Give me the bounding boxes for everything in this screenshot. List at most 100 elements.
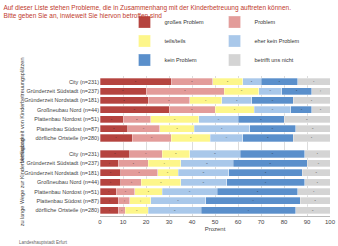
svg-text:Plattenbau Südost (n=87): Plattenbau Südost (n=87) [36, 198, 99, 204]
svg-text:13: 13 [296, 90, 298, 91]
svg-text:20: 20 [122, 90, 124, 91]
svg-text:Gründerzeit Nordstadt (n=181): Gründerzeit Nordstadt (n=181) [24, 170, 99, 176]
svg-text:16: 16 [311, 137, 313, 138]
svg-text:14: 14 [205, 100, 207, 101]
svg-text:34: 34 [265, 182, 267, 183]
svg-text:13: 13 [133, 163, 135, 164]
svg-text:9: 9 [140, 200, 141, 201]
svg-text:12: 12 [113, 128, 115, 129]
svg-text:betrifft uns nicht: betrifft uns nicht [255, 57, 294, 63]
svg-text:8: 8 [320, 109, 321, 110]
svg-text:18: 18 [168, 100, 170, 101]
svg-text:zu lange Wege zur Kinderbetreu: zu lange Wege zur Kinderbetreuung [19, 138, 25, 226]
svg-text:Problem: Problem [255, 19, 276, 25]
svg-text:14: 14 [313, 191, 315, 192]
svg-text:13: 13 [227, 81, 229, 82]
svg-text:Plattenbau Südost (n=87): Plattenbau Südost (n=87) [36, 126, 99, 132]
svg-text:40: 40 [189, 219, 196, 225]
svg-text:16: 16 [138, 172, 140, 173]
svg-text:14: 14 [226, 137, 228, 138]
svg-text:13: 13 [314, 200, 316, 201]
svg-text:23: 23 [174, 210, 176, 211]
svg-text:Prozent: Prozent [205, 226, 226, 232]
svg-text:Auf dieser Liste stehen Proble: Auf dieser Liste stehen Probleme, die in… [3, 4, 291, 20]
svg-text:11: 11 [317, 182, 319, 183]
svg-text:20: 20 [306, 119, 308, 120]
svg-text:großes Problem: großes Problem [165, 19, 205, 25]
svg-text:21: 21 [124, 100, 126, 101]
svg-text:15: 15 [176, 128, 178, 129]
svg-text:14: 14 [143, 128, 145, 129]
svg-text:eher kein Problem: eher kein Problem [255, 38, 300, 44]
svg-text:12: 12 [148, 191, 150, 192]
svg-text:Landeshauptstadt ErfurtFamilie: Landeshauptstadt ErfurtFamilienbefragung… [19, 240, 68, 246]
svg-text:9: 9 [131, 182, 132, 183]
svg-text:28: 28 [272, 153, 274, 154]
svg-text:32: 32 [265, 172, 267, 173]
svg-text:8: 8 [320, 91, 321, 92]
svg-text:32: 32 [270, 163, 272, 164]
svg-text:14: 14 [115, 137, 117, 138]
svg-text:0: 0 [98, 219, 102, 225]
svg-text:41: 41 [252, 200, 254, 201]
svg-text:35: 35 [257, 191, 259, 192]
svg-text:20: 20 [191, 109, 193, 110]
svg-text:14: 14 [313, 81, 315, 82]
svg-text:Großneubau Nord (n=44): Großneubau Nord (n=44) [37, 179, 99, 185]
svg-text:15: 15 [312, 128, 314, 129]
svg-text:100: 100 [325, 219, 336, 225]
svg-text:Plattenbau Nordost (n=51): Plattenbau Nordost (n=51) [34, 188, 99, 194]
svg-text:5: 5 [124, 200, 125, 201]
svg-text:20: 20 [143, 219, 150, 225]
svg-text:Gründerzeit Südstadt (n=237): Gründerzeit Südstadt (n=237) [26, 88, 99, 94]
svg-text:10: 10 [120, 219, 127, 225]
svg-text:17: 17 [218, 119, 220, 120]
svg-text:dörfliche Ortsteile (n=280): dörfliche Ortsteile (n=280) [36, 135, 100, 141]
svg-text:17: 17 [160, 182, 162, 183]
svg-text:13: 13 [114, 153, 116, 154]
svg-text:Großneubau Nord (n=44): Großneubau Nord (n=44) [37, 107, 99, 113]
svg-text:31: 31 [135, 81, 137, 82]
svg-text:90: 90 [304, 219, 311, 225]
svg-text:3: 3 [121, 210, 122, 211]
svg-text:10: 10 [270, 90, 272, 91]
svg-text:9: 9 [110, 172, 111, 173]
svg-text:Gründerzeit Nordstadt (n=181): Gründerzeit Nordstadt (n=181) [24, 97, 99, 103]
svg-text:14: 14 [164, 163, 166, 164]
svg-text:13: 13 [236, 100, 238, 101]
svg-text:10: 10 [111, 119, 113, 120]
svg-text:70: 70 [258, 219, 265, 225]
svg-text:14: 14 [145, 153, 147, 154]
svg-text:Gründerzeit Südstadt (n=237): Gründerzeit Südstadt (n=237) [26, 160, 99, 166]
svg-text:9: 9 [110, 182, 111, 183]
svg-text:8: 8 [109, 200, 110, 201]
svg-text:17: 17 [151, 137, 153, 138]
svg-text:12: 12 [316, 172, 318, 173]
svg-text:Verfügbarkeit von Kinderbetreu: Verfügbarkeit von Kinderbetreuungsplätze… [19, 58, 25, 164]
svg-text:City (n=231): City (n=231) [69, 151, 99, 157]
svg-text:15: 15 [312, 210, 314, 211]
svg-text:dörfliche Ortsteile (n=280): dörfliche Ortsteile (n=280) [36, 207, 100, 213]
svg-text:8: 8 [251, 81, 252, 82]
svg-text:22: 22 [267, 137, 269, 138]
svg-text:8: 8 [125, 191, 126, 192]
svg-text:30: 30 [166, 219, 173, 225]
svg-text:20: 20 [272, 128, 274, 129]
svg-text:15: 15 [241, 90, 243, 91]
svg-text:80: 80 [281, 219, 288, 225]
svg-text:24: 24 [189, 191, 191, 192]
svg-text:50: 50 [212, 219, 219, 225]
svg-text:17: 17 [190, 137, 192, 138]
svg-text:kein Problem: kein Problem [165, 57, 198, 63]
svg-text:22: 22 [214, 153, 216, 154]
svg-text:23: 23 [206, 163, 208, 164]
svg-text:16: 16 [279, 81, 281, 82]
svg-text:10: 10 [318, 163, 320, 164]
svg-text:7: 7 [108, 191, 109, 192]
svg-text:24: 24 [178, 200, 180, 201]
svg-text:20: 20 [203, 182, 205, 183]
svg-text:12: 12 [136, 119, 138, 120]
svg-text:12: 12 [175, 153, 177, 154]
svg-text:8: 8 [109, 163, 110, 164]
svg-text:10: 10 [136, 210, 138, 211]
